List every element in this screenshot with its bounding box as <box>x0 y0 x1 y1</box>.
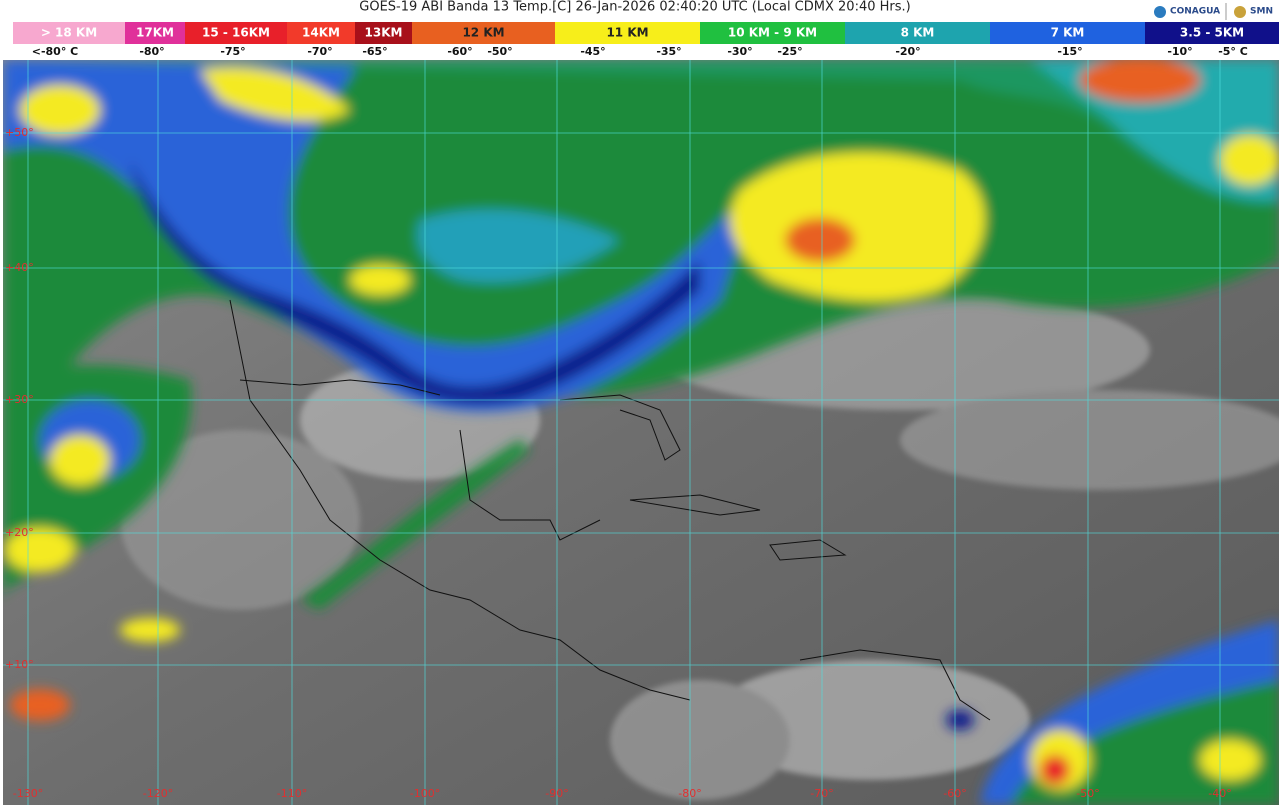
legend-temp-label: -75° <box>220 45 245 58</box>
longitude-label: -80° <box>678 787 701 800</box>
legend-swatch <box>412 22 555 44</box>
legend-band-label: 14KM <box>302 26 340 40</box>
legend-temp-label: -65° <box>362 45 387 58</box>
legend-swatch <box>13 22 125 44</box>
legend-swatch <box>555 22 700 44</box>
legend-temp-label: -15° <box>1057 45 1082 58</box>
longitude-label: -90° <box>545 787 568 800</box>
longitude-label: -70° <box>810 787 833 800</box>
legend-temp-label: -10° <box>1167 45 1192 58</box>
legend-band-label: 7 KM <box>1051 26 1085 40</box>
legend-temp-label: <-80° C <box>32 45 79 58</box>
legend-swatch <box>1145 22 1279 44</box>
legend-temp-label: -50° <box>487 45 512 58</box>
legend-band-label: 17KM <box>136 26 174 40</box>
legend-temp-label: -5° C <box>1218 45 1248 58</box>
latitude-label: +50° <box>5 126 34 139</box>
latitude-label: +30° <box>5 393 34 406</box>
legend-band-label: 13KM <box>365 26 403 40</box>
legend-temp-label: -60° <box>447 45 472 58</box>
legend-swatch <box>700 22 845 44</box>
legend: > 18 KM 17KM 15 - 16KM 14KM 13KM 12 KM 11 KM 10… <box>13 22 1279 58</box>
legend-band-label: 10 KM - 9 KM <box>728 26 817 40</box>
latitude-label: +10° <box>5 658 34 671</box>
legend-temp-label: -35° <box>656 45 681 58</box>
latitude-label: +40° <box>5 261 34 274</box>
legend-swatch <box>287 22 355 44</box>
longitude-label: -110° <box>277 787 307 800</box>
longitude-label: -60° <box>943 787 966 800</box>
legend-temp-label: -45° <box>580 45 605 58</box>
legend-temp-label: -30° <box>727 45 752 58</box>
latitude-label: +20° <box>5 526 34 539</box>
longitude-label: -40° <box>1208 787 1231 800</box>
legend-temp-label: -25° <box>777 45 802 58</box>
longitude-label: -100° <box>410 787 440 800</box>
logo-smn: SMN <box>1250 7 1273 17</box>
legend-swatch <box>185 22 287 44</box>
title: GOES-19 ABI Banda 13 Temp.[C] 26-Jan-202… <box>359 0 910 15</box>
legend-swatch <box>845 22 990 44</box>
legend-swatch <box>990 22 1145 44</box>
longitude-label: -130° <box>13 787 43 800</box>
logo-conagua: CONAGUA <box>1170 7 1220 17</box>
legend-band-label: 12 KM <box>462 26 504 40</box>
legend-band-label: 15 - 16KM <box>202 26 270 40</box>
legend-swatch <box>125 22 185 44</box>
legend-band-label: 3.5 - 5KM <box>1180 26 1244 40</box>
legend-band-label: 11 KM <box>606 26 648 40</box>
satellite-map: +50° +40° +30° +20° +10° -130° -120° -110° -100°… <box>3 60 1279 805</box>
legend-temp-label: -80° <box>139 45 164 58</box>
logos: CONAGUA SMN <box>1154 3 1273 20</box>
longitude-label: -120° <box>143 787 173 800</box>
legend-band-label: > 18 KM <box>41 26 97 40</box>
legend-swatch <box>355 22 412 44</box>
longitude-label: -50° <box>1076 787 1099 800</box>
legend-temp-label: -70° <box>307 45 332 58</box>
legend-temp-label: -20° <box>895 45 920 58</box>
graticule <box>3 60 1279 805</box>
legend-band-label: 8 KM <box>901 26 935 40</box>
coordinate-labels: +50° +40° +30° +20° +10° -130° -120° -110° -100°… <box>5 126 1232 800</box>
